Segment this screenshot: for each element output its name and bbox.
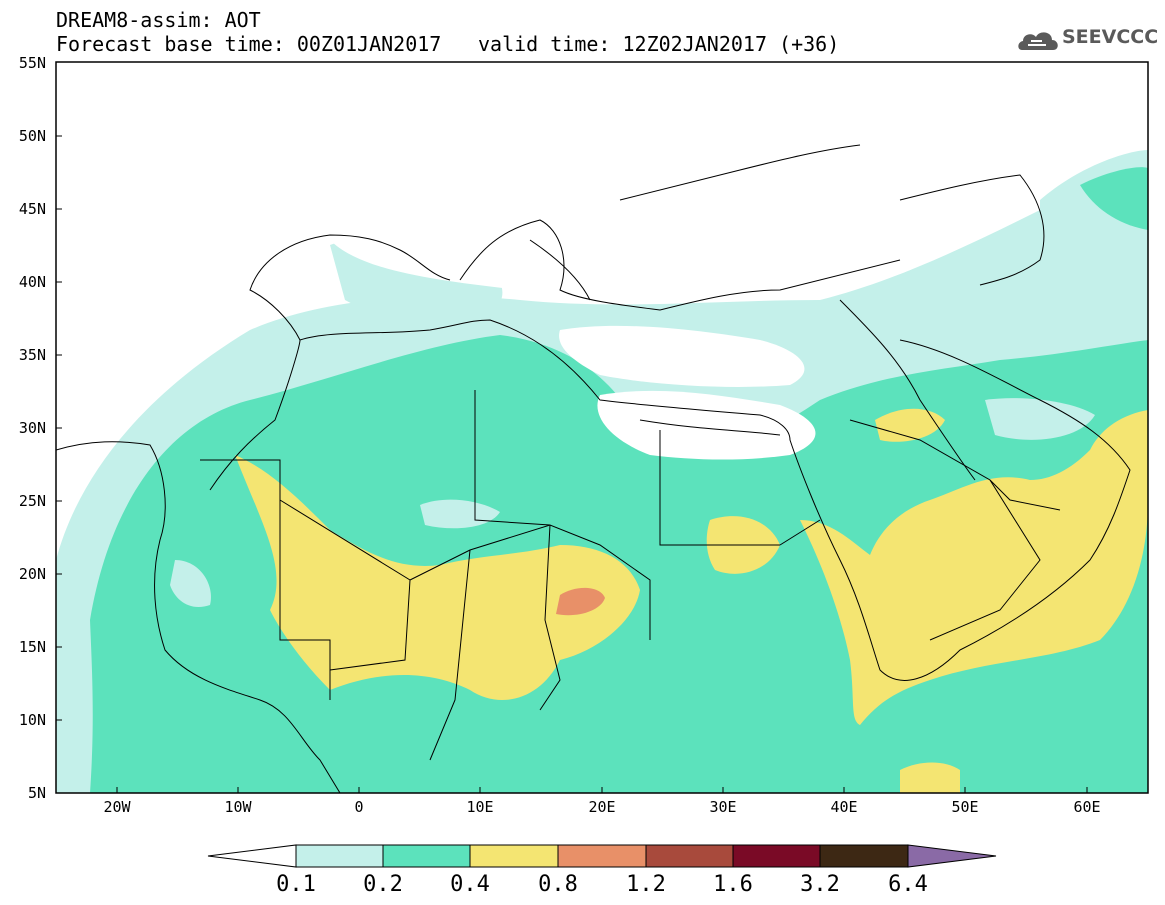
lon-label: 10E [466, 798, 494, 816]
aot-band-0.4-sahel [235, 455, 640, 700]
colorbar-min-arrow [207, 844, 297, 868]
colorbar-swatch-0.1 [295, 844, 384, 868]
cloud-logo-icon [1018, 32, 1058, 50]
aot-hole-libya [597, 390, 816, 460]
colorbar-swatch-1.6 [732, 844, 821, 868]
colorbar-swatch-0.8 [557, 844, 647, 868]
colorbar [207, 844, 997, 868]
lat-label: 20N [18, 565, 46, 583]
colorbar-label: 1.6 [713, 872, 753, 897]
map-title: DREAM8-assim: AOT [56, 8, 261, 32]
colorbar-label: 1.2 [626, 872, 666, 897]
aot-band-0.4-ethiopia [900, 762, 960, 793]
lat-label: 5N [27, 784, 46, 802]
lat-label: 45N [18, 200, 46, 218]
coastlines [56, 144, 1131, 793]
lon-label: 10W [224, 798, 252, 816]
aot-band-0.2-caspian [1080, 167, 1148, 230]
aot-hole-atlantic [170, 560, 211, 608]
colorbar-label: 3.2 [800, 872, 840, 897]
aot-clean-europe [56, 62, 1148, 300]
valid-time: valid time: 12Z02JAN2017 (+36) [478, 32, 840, 56]
aot-field [56, 62, 1148, 793]
aot-band-0.4-gulf [875, 408, 945, 442]
logo-text: SEEVCCC [1062, 26, 1159, 48]
aot-clean-med [559, 325, 805, 387]
lat-label: 30N [18, 419, 46, 437]
lat-label: 40N [18, 273, 46, 291]
lon-label: 50E [951, 798, 979, 816]
lon-label: 30E [709, 798, 737, 816]
lat-label: 35N [18, 346, 46, 364]
lat-label: 50N [18, 127, 46, 145]
lat-label: 55N [18, 54, 46, 72]
colorbar-max-arrow [907, 844, 997, 868]
colorbar-label: 6.4 [888, 872, 928, 897]
colorbar-label: 0.8 [538, 872, 578, 897]
lon-label: 20E [588, 798, 616, 816]
lon-label: 0 [354, 798, 364, 816]
aot-band-0.8-chad [556, 587, 605, 616]
lat-label: 10N [18, 711, 46, 729]
aot-hole-saudi [985, 398, 1095, 440]
colorbar-swatch-0.4 [469, 844, 559, 868]
colorbar-swatch-0.2 [382, 844, 471, 868]
lon-label: 20W [103, 798, 131, 816]
forecast-base-time: Forecast base time: 00Z01JAN2017 [56, 32, 442, 56]
lon-label: 40E [830, 798, 858, 816]
aot-band-0.4-redsea [800, 410, 1148, 725]
lon-label: 60E [1073, 798, 1101, 816]
aot-hole-sahara-w [420, 499, 500, 529]
colorbar-swatch-1.2 [645, 844, 734, 868]
colorbar-label: 0.1 [276, 872, 316, 897]
borders [200, 390, 1061, 761]
colorbar-label: 0.4 [450, 872, 490, 897]
lat-label: 25N [18, 492, 46, 510]
colorbar-label: 0.2 [363, 872, 403, 897]
axis-ticks [56, 61, 1088, 794]
colorbar-swatch-3.2 [819, 844, 909, 868]
lat-label: 15N [18, 638, 46, 656]
